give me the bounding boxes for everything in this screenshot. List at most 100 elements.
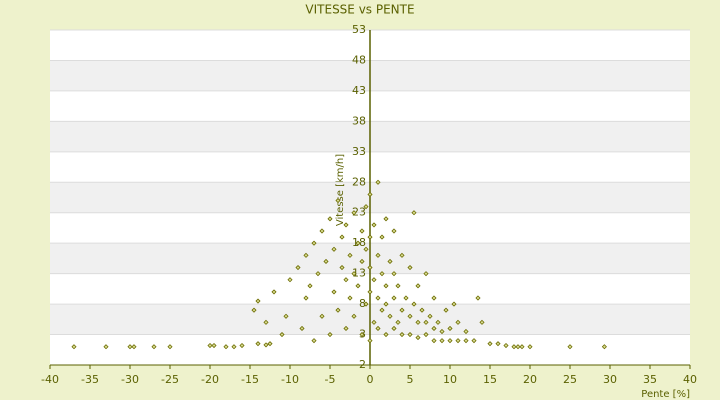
point <box>303 295 309 301</box>
point <box>207 342 213 349</box>
point <box>371 222 377 228</box>
point <box>423 331 429 338</box>
point <box>487 341 493 347</box>
point <box>339 234 345 240</box>
point <box>431 325 437 332</box>
point <box>359 228 365 234</box>
point <box>351 210 357 216</box>
point <box>103 344 109 350</box>
point <box>367 264 373 271</box>
x-tick-label: -25 <box>161 373 179 386</box>
point <box>475 295 481 301</box>
point <box>411 210 417 216</box>
point <box>601 344 607 350</box>
point <box>343 325 349 332</box>
x-tick-label: 30 <box>603 373 617 386</box>
point <box>239 342 245 349</box>
y-tick-label: 23 <box>352 206 366 219</box>
point <box>367 191 373 198</box>
point <box>299 325 305 332</box>
point <box>151 344 157 350</box>
x-tick-label: 25 <box>563 373 577 386</box>
x-tick-label: 10 <box>443 373 457 386</box>
y-tick-label: 33 <box>352 145 366 158</box>
point <box>379 307 385 313</box>
point <box>439 328 445 335</box>
point <box>279 331 285 338</box>
point <box>431 338 437 344</box>
point <box>371 277 377 283</box>
y-tick-label: 38 <box>352 114 366 127</box>
x-tick-label: -5 <box>325 373 336 386</box>
point <box>231 344 237 350</box>
point <box>319 313 325 319</box>
point <box>527 344 533 350</box>
point <box>375 179 381 185</box>
point <box>391 271 397 277</box>
point <box>211 342 217 349</box>
x-tick-label: 15 <box>483 373 497 386</box>
point <box>439 338 445 344</box>
point <box>355 240 361 246</box>
point <box>415 319 421 325</box>
point <box>359 331 365 338</box>
point <box>399 252 405 258</box>
x-tick-label: 0 <box>367 373 374 386</box>
point <box>411 301 417 307</box>
point <box>283 313 289 319</box>
point <box>511 344 517 350</box>
point <box>347 252 353 258</box>
point <box>391 228 397 234</box>
x-tick-label: -35 <box>81 373 99 386</box>
point <box>423 319 429 325</box>
point <box>331 246 337 252</box>
x-axis-label: Pente [%] <box>641 389 690 400</box>
point <box>331 289 337 295</box>
point <box>127 344 133 350</box>
point <box>339 264 345 271</box>
point <box>343 222 349 228</box>
point <box>251 307 257 313</box>
x-tick-label: -10 <box>281 373 299 386</box>
point <box>375 252 381 258</box>
point <box>479 319 485 325</box>
point <box>415 335 421 341</box>
point <box>451 301 457 307</box>
point <box>335 197 341 204</box>
y-tick-label: 43 <box>352 84 366 97</box>
point <box>375 295 381 301</box>
point <box>399 331 405 338</box>
y-tick-label: 8 <box>359 297 366 310</box>
x-tick-label: -40 <box>41 373 59 386</box>
point <box>359 258 365 265</box>
point <box>255 341 261 347</box>
point <box>355 283 361 289</box>
point <box>463 338 469 344</box>
point <box>315 271 321 277</box>
point <box>267 341 273 347</box>
point <box>455 319 461 325</box>
point <box>303 252 309 258</box>
point <box>363 204 369 210</box>
point <box>351 271 357 277</box>
point <box>263 319 269 325</box>
point <box>447 325 453 332</box>
point <box>383 283 389 289</box>
point <box>435 319 441 325</box>
x-tick-label: 35 <box>643 373 657 386</box>
point <box>407 264 413 271</box>
point <box>503 342 509 349</box>
point <box>255 298 261 304</box>
point <box>351 313 357 319</box>
point <box>391 295 397 301</box>
x-tick-label: -15 <box>241 373 259 386</box>
x-tick-label: 20 <box>523 373 537 386</box>
point <box>295 264 301 271</box>
y-tick-label: 13 <box>352 267 366 280</box>
point <box>311 338 317 344</box>
point <box>419 307 425 313</box>
y-axis-label: Vitesse [km/h] <box>335 154 346 226</box>
point <box>415 283 421 289</box>
point <box>271 289 277 295</box>
point <box>387 313 393 319</box>
